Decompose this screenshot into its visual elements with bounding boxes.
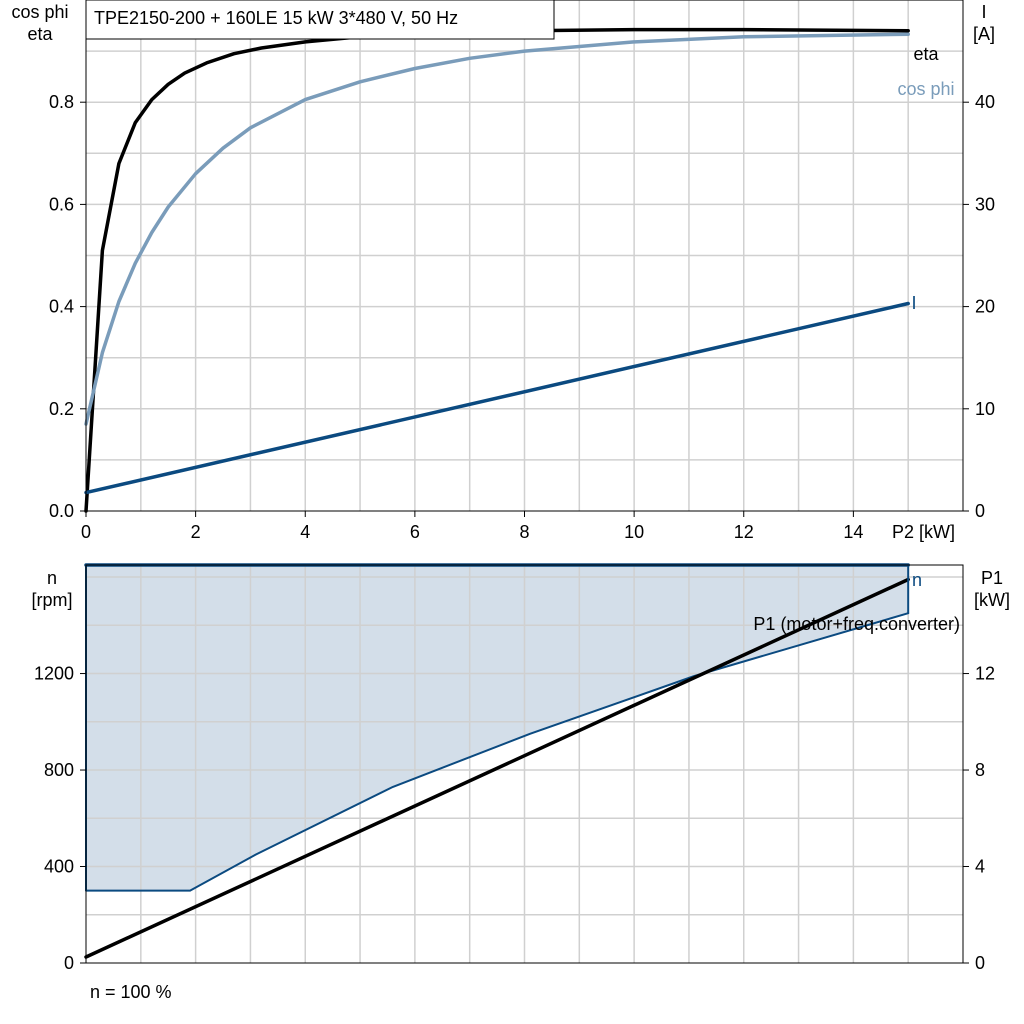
bottom-left-axis-label-line1: n: [47, 568, 57, 588]
left-tick-label: 0.6: [49, 194, 74, 214]
x-tick-label: 10: [624, 522, 644, 542]
left-tick-label: 1200: [34, 664, 74, 684]
top-left-ticks: 0.0 0.2 0.4 0.6 0.8: [49, 92, 86, 521]
speed-operating-area: [86, 565, 909, 891]
top-x-axis-label: P2 [kW]: [892, 522, 955, 542]
right-tick-label: 0: [975, 501, 985, 521]
title-box-frame: [85, 0, 555, 40]
top-left-axis-label-line1: cos phi: [11, 2, 68, 22]
top-x-ticks: 0 2 4 6 8 10 12 14: [81, 511, 863, 542]
chart-title: TPE2150-200 + 160LE 15 kW 3*480 V, 50 Hz: [94, 8, 458, 28]
bottom-right-axis-label-line1: P1: [981, 568, 1003, 588]
title-box: TPE2150-200 + 160LE 15 kW 3*480 V, 50 Hz: [85, 0, 555, 40]
top-grid: [86, 0, 963, 511]
series-line-i: [84, 301, 910, 495]
bottom-left-axis-label-line2: [rpm]: [31, 590, 72, 610]
bottom-panel: 0 400 800 1200 0 4 8 12 n [rpm] P1 [kW] n P1 (…: [31, 563, 1010, 1002]
series-line-eta: [84, 27, 910, 513]
right-tick-label: 20: [975, 297, 995, 317]
top-right-ticks: 0 10 20 30 40: [963, 92, 995, 521]
x-tick-label: 0: [81, 522, 91, 542]
bottom-right-ticks: 0 4 8 12: [963, 664, 995, 973]
left-tick-label: 0.2: [49, 399, 74, 419]
left-tick-label: 0.8: [49, 92, 74, 112]
series-line-cos-phi: [84, 32, 910, 426]
left-tick-label: 0.4: [49, 297, 74, 317]
x-tick-label: 6: [410, 522, 420, 542]
right-tick-label: 0: [975, 953, 985, 973]
cos-phi-series-label: cos phi: [897, 79, 954, 99]
right-tick-label: 10: [975, 399, 995, 419]
bottom-plot-frame: [85, 564, 964, 964]
x-tick-label: 2: [191, 522, 201, 542]
x-tick-label: 4: [300, 522, 310, 542]
right-tick-label: 8: [975, 760, 985, 780]
left-tick-label: 0.0: [49, 501, 74, 521]
top-left-axis-label-line2: eta: [27, 24, 53, 44]
left-tick-label: 400: [44, 857, 74, 877]
top-right-axis-label-line2: [A]: [973, 24, 995, 44]
x-tick-label: 8: [519, 522, 529, 542]
x-tick-label: 14: [843, 522, 863, 542]
x-tick-label: 12: [734, 522, 754, 542]
right-tick-label: 4: [975, 857, 985, 877]
current-series-label: I: [911, 293, 916, 313]
top-curves: [84, 27, 910, 513]
top-right-axis-label-line1: I: [981, 2, 986, 22]
footer-note: n = 100 %: [90, 982, 172, 1002]
left-tick-label: 800: [44, 760, 74, 780]
bottom-left-ticks: 0 400 800 1200: [34, 664, 86, 973]
eta-series-label: eta: [913, 44, 939, 64]
top-panel: TPE2150-200 + 160LE 15 kW 3*480 V, 50 Hz…: [11, 0, 995, 542]
bottom-grid: [86, 565, 963, 963]
left-tick-label: 0: [64, 953, 74, 973]
right-tick-label: 40: [975, 92, 995, 112]
series-line-p1-motor-freq-converter-: [84, 577, 910, 959]
p1-series-label: P1 (motor+freq.converter): [753, 614, 960, 634]
right-tick-label: 30: [975, 194, 995, 214]
speed-series-label: n: [912, 570, 922, 590]
right-tick-label: 12: [975, 664, 995, 684]
bottom-right-axis-label-line2: [kW]: [974, 590, 1010, 610]
